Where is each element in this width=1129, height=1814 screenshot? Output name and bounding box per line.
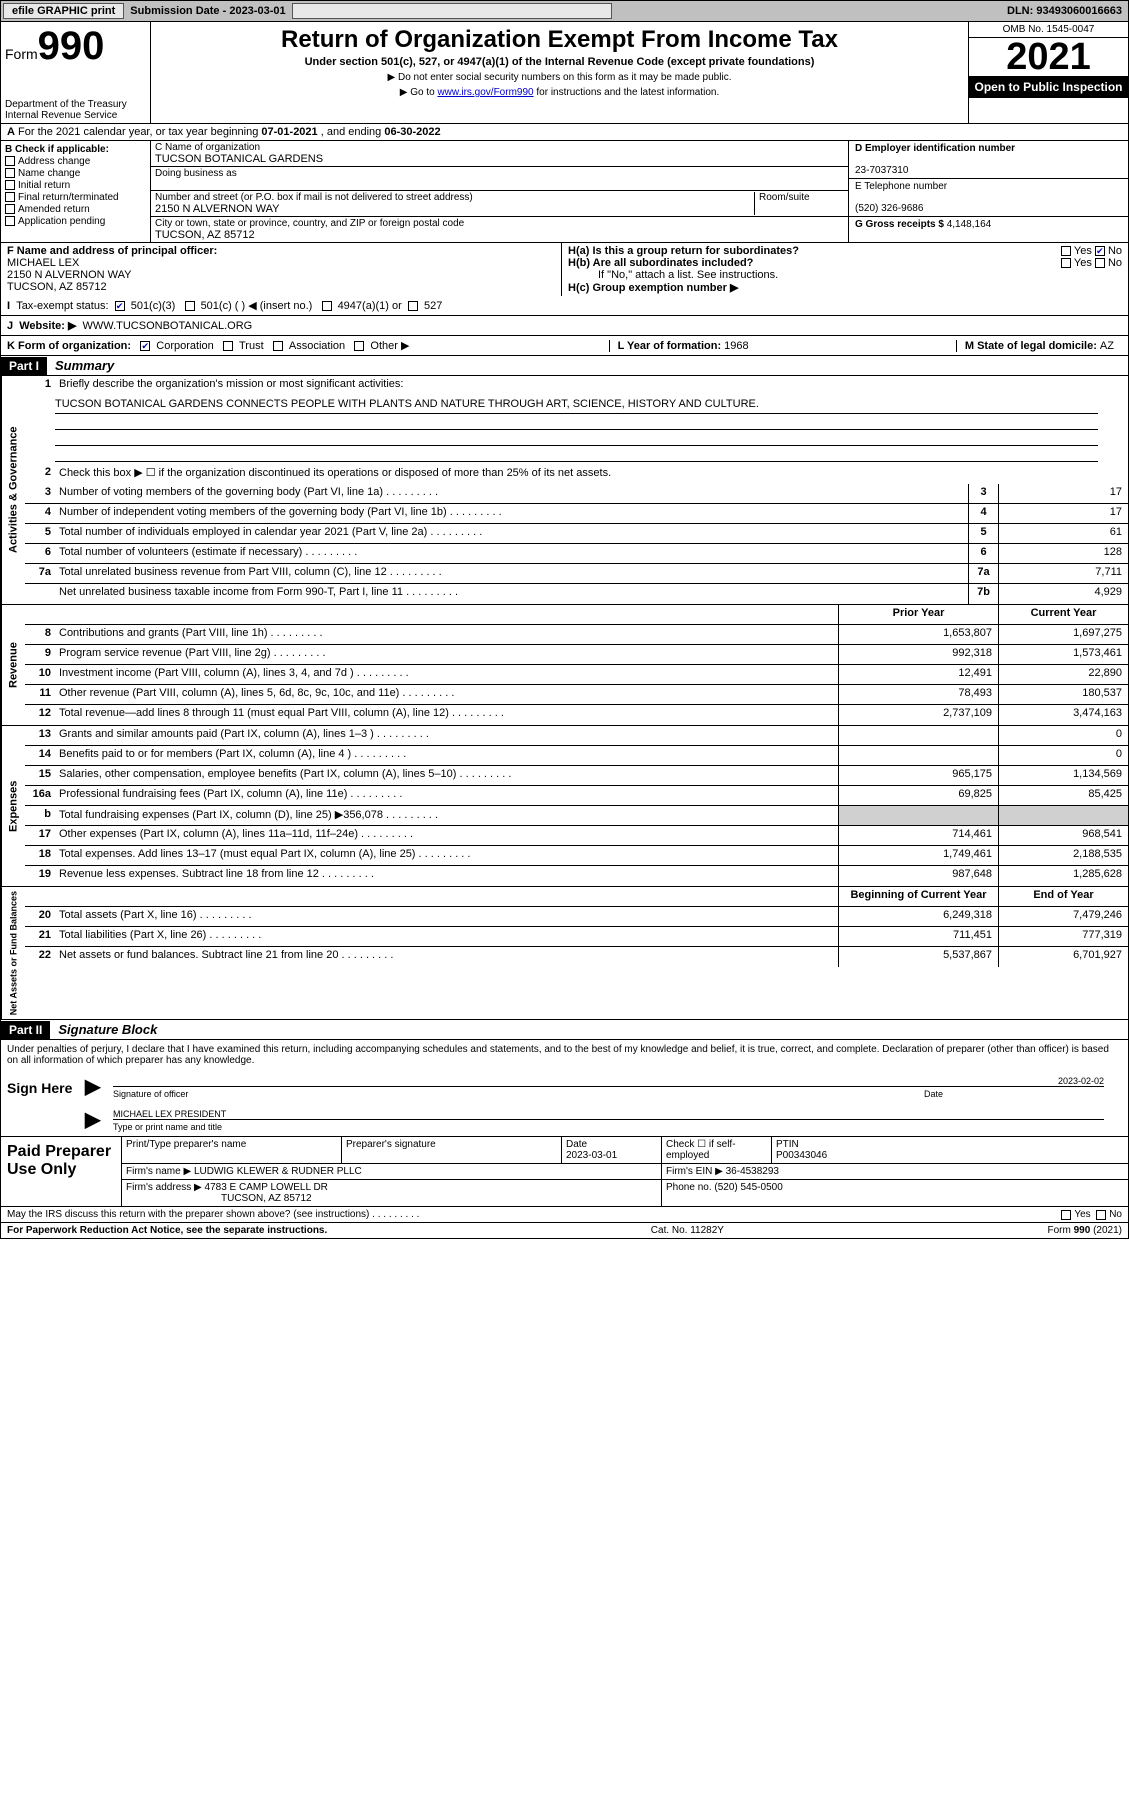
org-form-row: K Form of organization: Corporation Trus… bbox=[0, 336, 1129, 356]
discuss-row: May the IRS discuss this return with the… bbox=[0, 1207, 1129, 1223]
part1-header: Part I Summary bbox=[0, 356, 1129, 376]
form-title: Return of Organization Exempt From Incom… bbox=[155, 26, 964, 54]
summary-expenses: Expenses 13Grants and similar amounts pa… bbox=[0, 726, 1129, 887]
website-row: J Website: ▶ WWW.TUCSONBOTANICAL.ORG bbox=[0, 316, 1129, 336]
summary-governance: Activities & Governance 1Briefly describ… bbox=[0, 376, 1129, 605]
part2-header: Part II Signature Block bbox=[0, 1020, 1129, 1040]
officer-block: F Name and address of principal officer:… bbox=[0, 242, 1129, 296]
declaration-text: Under penalties of perjury, I declare th… bbox=[0, 1040, 1129, 1070]
sign-here-block: Sign Here ▶ 2023-02-02 Signature of offi… bbox=[0, 1070, 1129, 1137]
efile-button[interactable]: efile GRAPHIC print bbox=[3, 3, 124, 19]
top-toolbar: efile GRAPHIC print Submission Date - 20… bbox=[0, 0, 1129, 22]
page-footer: For Paperwork Reduction Act Notice, see … bbox=[0, 1223, 1129, 1239]
tax-year-row: A For the 2021 calendar year, or tax yea… bbox=[0, 124, 1129, 141]
form-header: Form990 Department of the Treasury Inter… bbox=[0, 22, 1129, 124]
paid-preparer-block: Paid Preparer Use Only Print/Type prepar… bbox=[0, 1137, 1129, 1207]
identity-block: B Check if applicable: Address change Na… bbox=[0, 141, 1129, 242]
blank-button[interactable] bbox=[292, 3, 612, 19]
dln: DLN: 93493060016663 bbox=[1007, 5, 1128, 17]
summary-revenue: Revenue Prior Year Current Year 8Contrib… bbox=[0, 605, 1129, 726]
summary-netassets: Net Assets or Fund Balances Beginning of… bbox=[0, 887, 1129, 1020]
irs-link[interactable]: www.irs.gov/Form990 bbox=[437, 87, 533, 98]
arrow-icon: ▶ bbox=[85, 1107, 103, 1132]
submission-label: Submission Date - 2023-03-01 bbox=[126, 5, 289, 17]
arrow-icon: ▶ bbox=[85, 1074, 103, 1099]
tax-status-row: I Tax-exempt status: 501(c)(3) 501(c) ( … bbox=[0, 296, 1129, 316]
